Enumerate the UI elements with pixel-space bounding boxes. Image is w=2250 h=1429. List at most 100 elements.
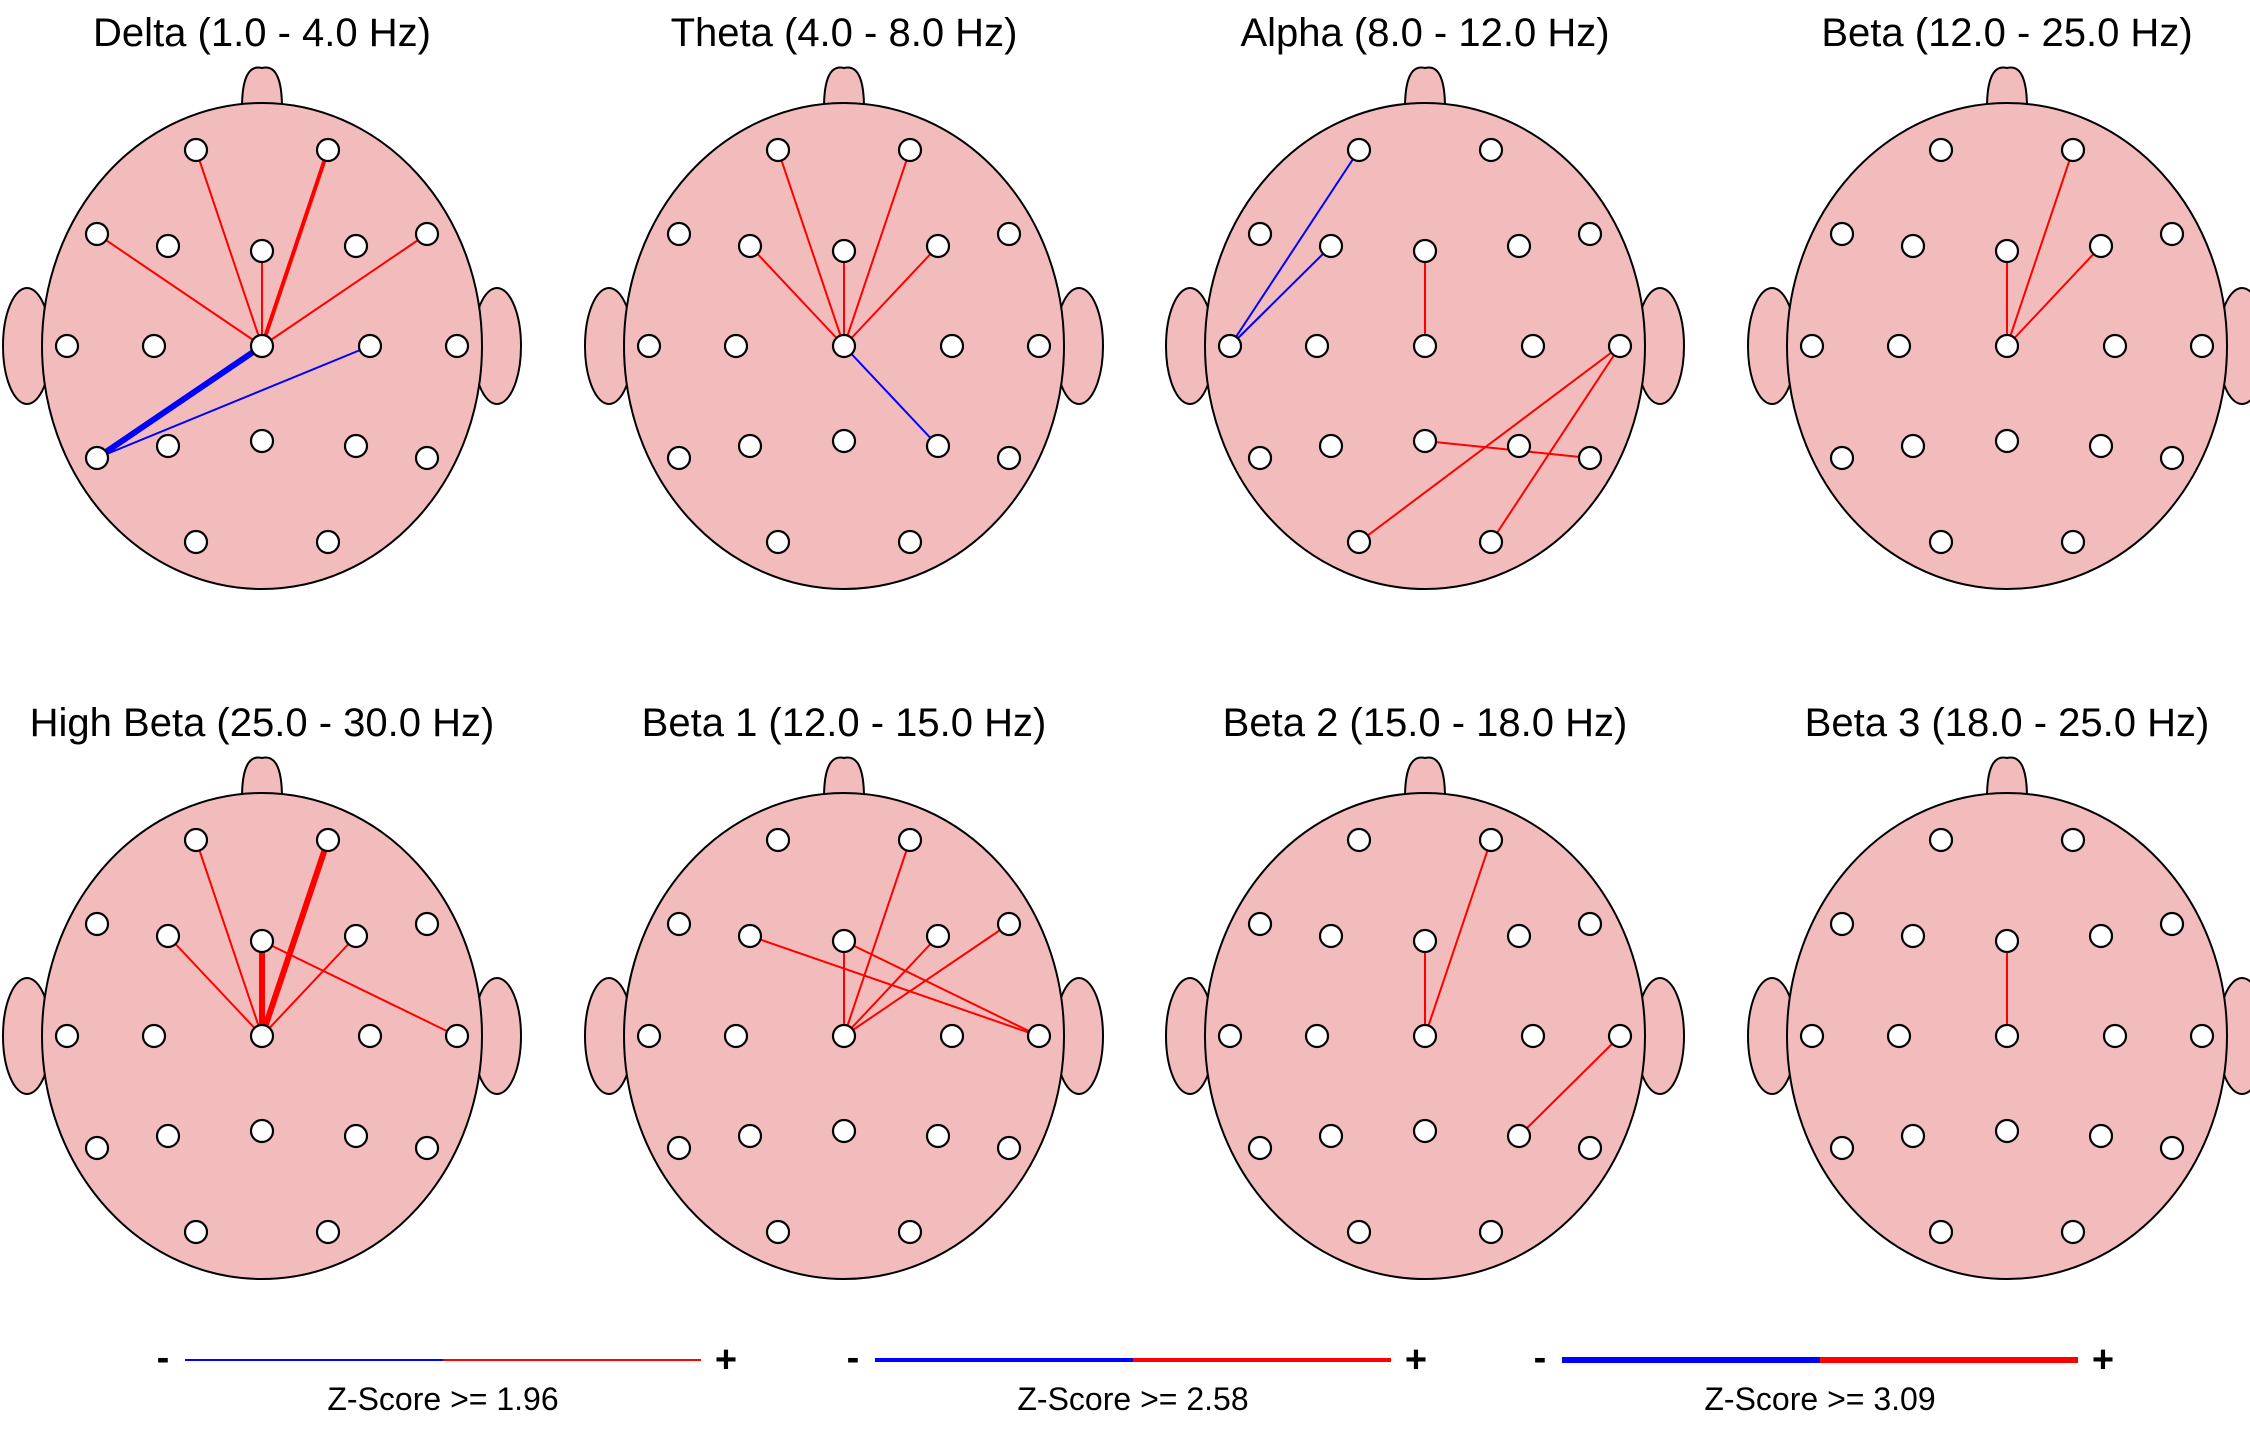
- electrode-t5: [666, 445, 692, 471]
- electrode-f3: [1318, 233, 1344, 259]
- electrode-t4: [1026, 333, 1052, 359]
- connection-line: [777, 149, 845, 347]
- connection-line: [749, 245, 845, 347]
- electrode-cz: [1412, 333, 1438, 359]
- electrode-fp2: [315, 137, 341, 163]
- electrode-p4: [2088, 1123, 2114, 1149]
- connection-line: [749, 935, 1040, 1037]
- electrode-o2: [2060, 529, 2086, 555]
- electrode-f8: [414, 221, 440, 247]
- electrode-cz: [1412, 1023, 1438, 1049]
- zscore-legend: - + Z-Score >= 1.96 - + Z-Score >= 2.58 - + Z-Sc…: [157, 1337, 2114, 1417]
- electrode-f3: [155, 233, 181, 259]
- electrode-c3: [141, 1023, 167, 1049]
- electrode-fp2: [2060, 137, 2086, 163]
- electrode-pz: [1412, 428, 1438, 454]
- electrode-fp1: [765, 827, 791, 853]
- electrode-t6: [2159, 445, 2185, 471]
- headmap-panel: Beta 3 (18.0 - 25.0 Hz): [1747, 701, 2250, 1280]
- connection-group: [1229, 149, 1621, 543]
- electrode-f7: [666, 221, 692, 247]
- electrode-t6: [1577, 1135, 1603, 1161]
- electrode-o1: [1346, 529, 1372, 555]
- connection-line: [1358, 345, 1621, 543]
- electrode-group: [54, 827, 470, 1245]
- electrode-t3: [1217, 333, 1243, 359]
- panel-title: Beta 2 (15.0 - 18.0 Hz): [1223, 701, 1628, 745]
- legend-item: - + Z-Score >= 1.96: [157, 1337, 737, 1417]
- electrode-cz: [249, 333, 275, 359]
- electrode-c3: [1886, 1023, 1912, 1049]
- electrode-p4: [925, 433, 951, 459]
- electrode-t5: [1829, 445, 1855, 471]
- electrode-pz: [831, 428, 857, 454]
- electrode-t4: [1026, 1023, 1052, 1049]
- electrode-f7: [1829, 911, 1855, 937]
- nose-shape: [822, 66, 866, 109]
- electrode-fz: [831, 238, 857, 264]
- electrode-c4: [2102, 333, 2128, 359]
- electrode-group: [1217, 137, 1633, 555]
- electrode-cz: [1994, 1023, 2020, 1049]
- connection-line: [96, 345, 371, 459]
- electrode-fz: [249, 928, 275, 954]
- electrode-fz: [1994, 238, 2020, 264]
- electrode-o1: [183, 529, 209, 555]
- electrode-f4: [925, 233, 951, 259]
- electrode-c4: [357, 333, 383, 359]
- legend-plus-sign: +: [715, 1339, 737, 1381]
- electrode-f8: [2159, 221, 2185, 247]
- electrode-t6: [996, 445, 1022, 471]
- connection-line: [1424, 839, 1492, 1037]
- electrode-f7: [1247, 221, 1273, 247]
- legend-minus-sign: -: [847, 1337, 860, 1379]
- electrode-t3: [1799, 333, 1825, 359]
- electrode-f4: [2088, 923, 2114, 949]
- electrode-t3: [636, 1023, 662, 1049]
- connection-line: [843, 839, 911, 1037]
- electrode-t3: [54, 333, 80, 359]
- connection-line: [843, 245, 939, 347]
- connection-line: [261, 935, 357, 1037]
- connection-group: [167, 837, 458, 1039]
- electrode-f4: [1506, 233, 1532, 259]
- electrode-f8: [414, 911, 440, 937]
- panel-title: Alpha (8.0 - 12.0 Hz): [1240, 11, 1609, 55]
- electrode-f4: [343, 233, 369, 259]
- nose-shape: [1403, 756, 1447, 799]
- connection-group: [749, 839, 1040, 1037]
- electrode-o1: [765, 529, 791, 555]
- connection-line: [1229, 149, 1360, 347]
- electrode-t4: [1607, 1023, 1633, 1049]
- electrode-f3: [737, 233, 763, 259]
- electrode-p4: [925, 1123, 951, 1149]
- electrode-t4: [1607, 333, 1633, 359]
- electrode-o1: [1928, 1219, 1954, 1245]
- electrode-o2: [2060, 1219, 2086, 1245]
- electrode-t4: [444, 333, 470, 359]
- electrode-f8: [1577, 911, 1603, 937]
- electrode-t4: [444, 1023, 470, 1049]
- headmap-panel: Delta (1.0 - 4.0 Hz): [2, 11, 522, 590]
- electrode-p3: [1318, 1123, 1344, 1149]
- electrode-f4: [925, 923, 951, 949]
- electrode-p3: [737, 433, 763, 459]
- electrode-o2: [897, 1219, 923, 1245]
- legend-label: Z-Score >= 1.96: [327, 1381, 558, 1417]
- electrode-t5: [1247, 445, 1273, 471]
- electrode-f7: [84, 221, 110, 247]
- connection-line: [195, 149, 263, 347]
- electrode-fp1: [1928, 137, 1954, 163]
- connection-line: [843, 923, 1010, 1037]
- electrode-pz: [1412, 1118, 1438, 1144]
- electrode-t3: [1799, 1023, 1825, 1049]
- electrode-f7: [1829, 221, 1855, 247]
- legend-label: Z-Score >= 3.09: [1704, 1381, 1935, 1417]
- electrode-c4: [357, 1023, 383, 1049]
- electrode-group: [54, 137, 470, 555]
- electrode-fp2: [1478, 137, 1504, 163]
- legend-plus-sign: +: [1405, 1339, 1427, 1381]
- electrode-f7: [666, 911, 692, 937]
- electrode-p3: [155, 1123, 181, 1149]
- electrode-fp1: [1928, 827, 1954, 853]
